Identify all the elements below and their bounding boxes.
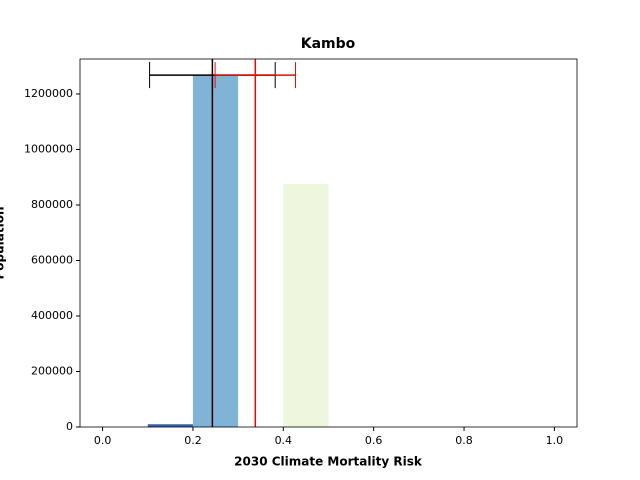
x-tick-label: 0.0 (94, 434, 112, 447)
y-tick-label: 200000 (31, 364, 73, 377)
y-tick-label: 400000 (31, 309, 73, 322)
y-tick-label: 1200000 (24, 87, 73, 100)
x-tick-label: 0.8 (455, 434, 473, 447)
plot-frame (79, 58, 578, 428)
y-tick-label: 0 (66, 420, 73, 433)
x-tick-label: 0.2 (184, 434, 202, 447)
bar (283, 183, 329, 427)
y-tick-label: 800000 (31, 198, 73, 211)
x-tick-label: 0.6 (365, 434, 383, 447)
bar (192, 75, 239, 427)
y-tick-label: 1000000 (24, 142, 73, 155)
bar (147, 424, 193, 427)
x-tick-label: 0.4 (275, 434, 293, 447)
y-axis-label: Population (0, 206, 7, 279)
x-tick-label: 1.0 (546, 434, 564, 447)
chart-title: Kambo (301, 36, 356, 52)
x-axis-label: 2030 Climate Mortality Risk (234, 455, 423, 469)
y-tick-label: 600000 (31, 253, 73, 266)
